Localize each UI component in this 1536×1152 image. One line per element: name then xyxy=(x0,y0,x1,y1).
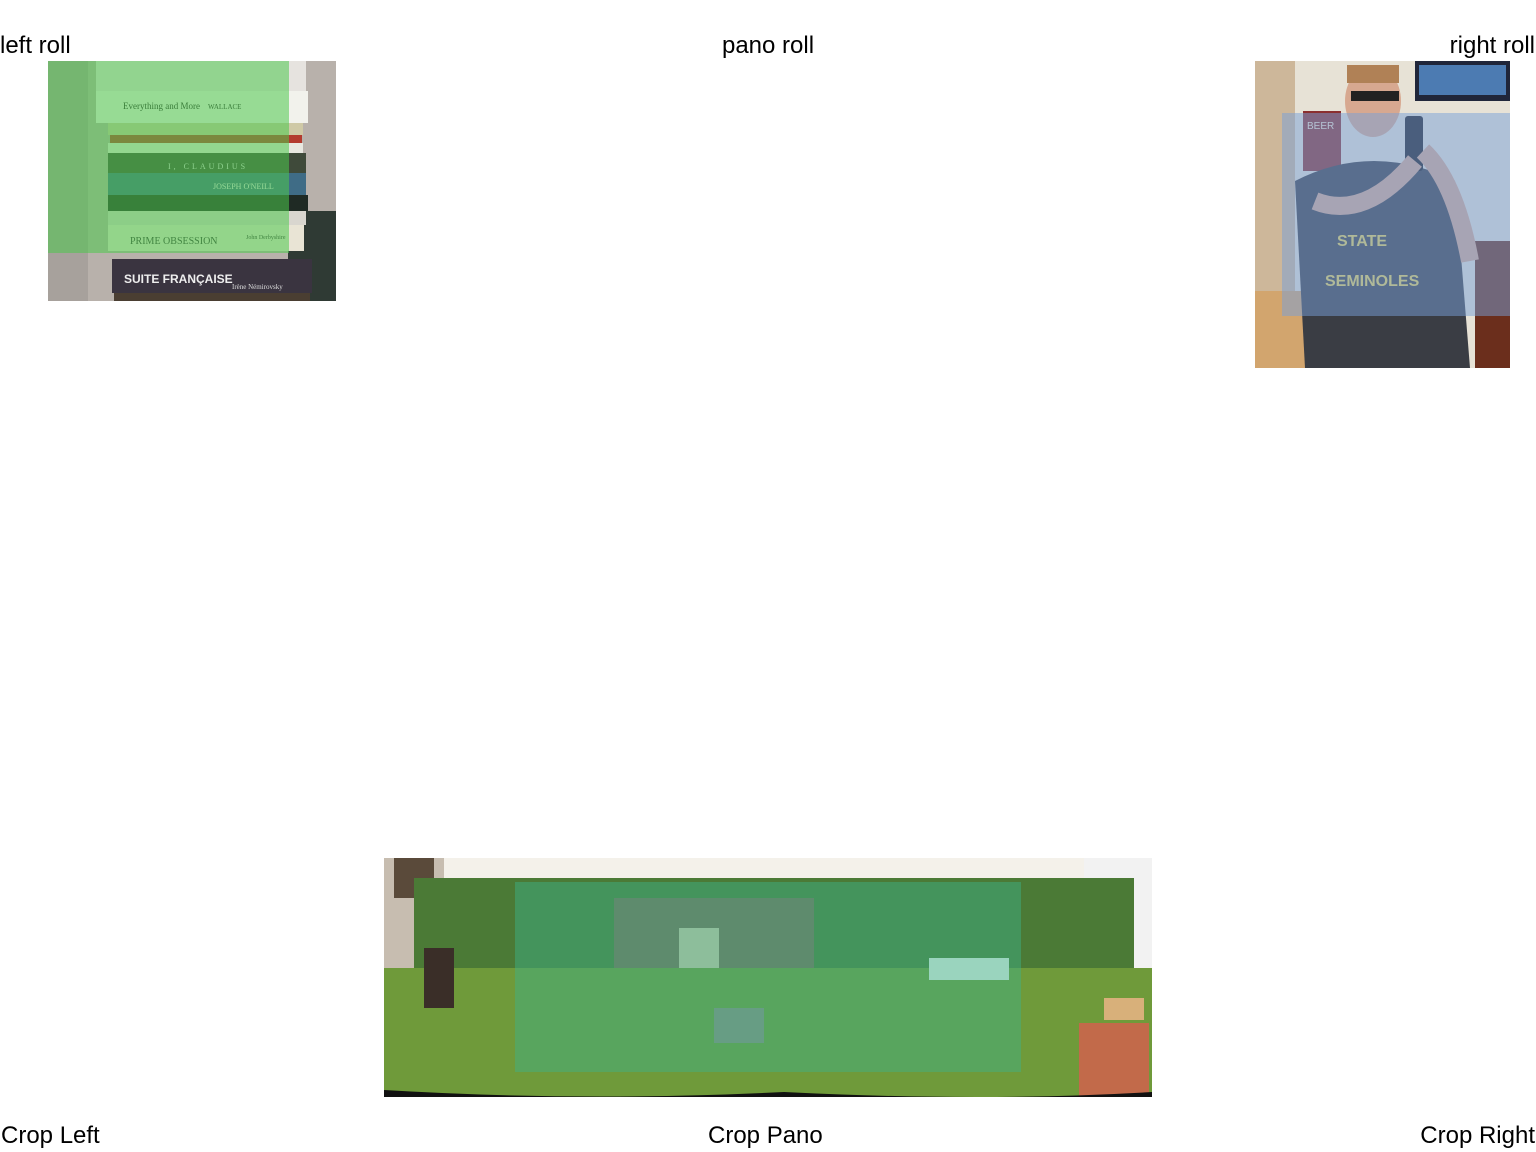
book-author-1: WALLACE xyxy=(208,103,241,111)
selfie-image: BEER STATE SEMINOLES xyxy=(1255,61,1510,368)
crop-right-button[interactable]: Crop Right xyxy=(1420,1122,1535,1149)
book-title-5: SUITE FRANÇAISE xyxy=(124,272,233,286)
crop-left-button[interactable]: Crop Left xyxy=(1,1122,100,1149)
left-roll-label: left roll xyxy=(0,32,71,59)
books-stack-image: Everything and More WALLACE I, CLAUDIUS … xyxy=(48,61,336,301)
backyard-pano-image xyxy=(384,858,1152,1097)
book-title-1: Everything and More xyxy=(123,101,200,111)
crop-pano-button[interactable]: Crop Pano xyxy=(708,1122,823,1149)
pano-roll-photo xyxy=(384,858,1152,1097)
right-roll-label: right roll xyxy=(1449,32,1535,59)
book-title-4: PRIME OBSESSION xyxy=(130,236,218,247)
left-roll-photo: Everything and More WALLACE I, CLAUDIUS … xyxy=(48,61,336,301)
shirt-text-2: SEMINOLES xyxy=(1325,273,1420,290)
book-author-3: Irène Némirovsky xyxy=(232,283,283,291)
pano-roll-label: pano roll xyxy=(721,32,815,59)
shirt-text-1: STATE xyxy=(1337,233,1387,250)
book-title-2: I, CLAUDIUS xyxy=(168,162,248,171)
right-roll-photo: BEER STATE SEMINOLES xyxy=(1255,61,1510,368)
book-author-2: John Derbyshire xyxy=(246,235,286,241)
book-title-3: JOSEPH O'NEILL xyxy=(213,182,274,191)
poster-text: BEER xyxy=(1307,121,1334,132)
